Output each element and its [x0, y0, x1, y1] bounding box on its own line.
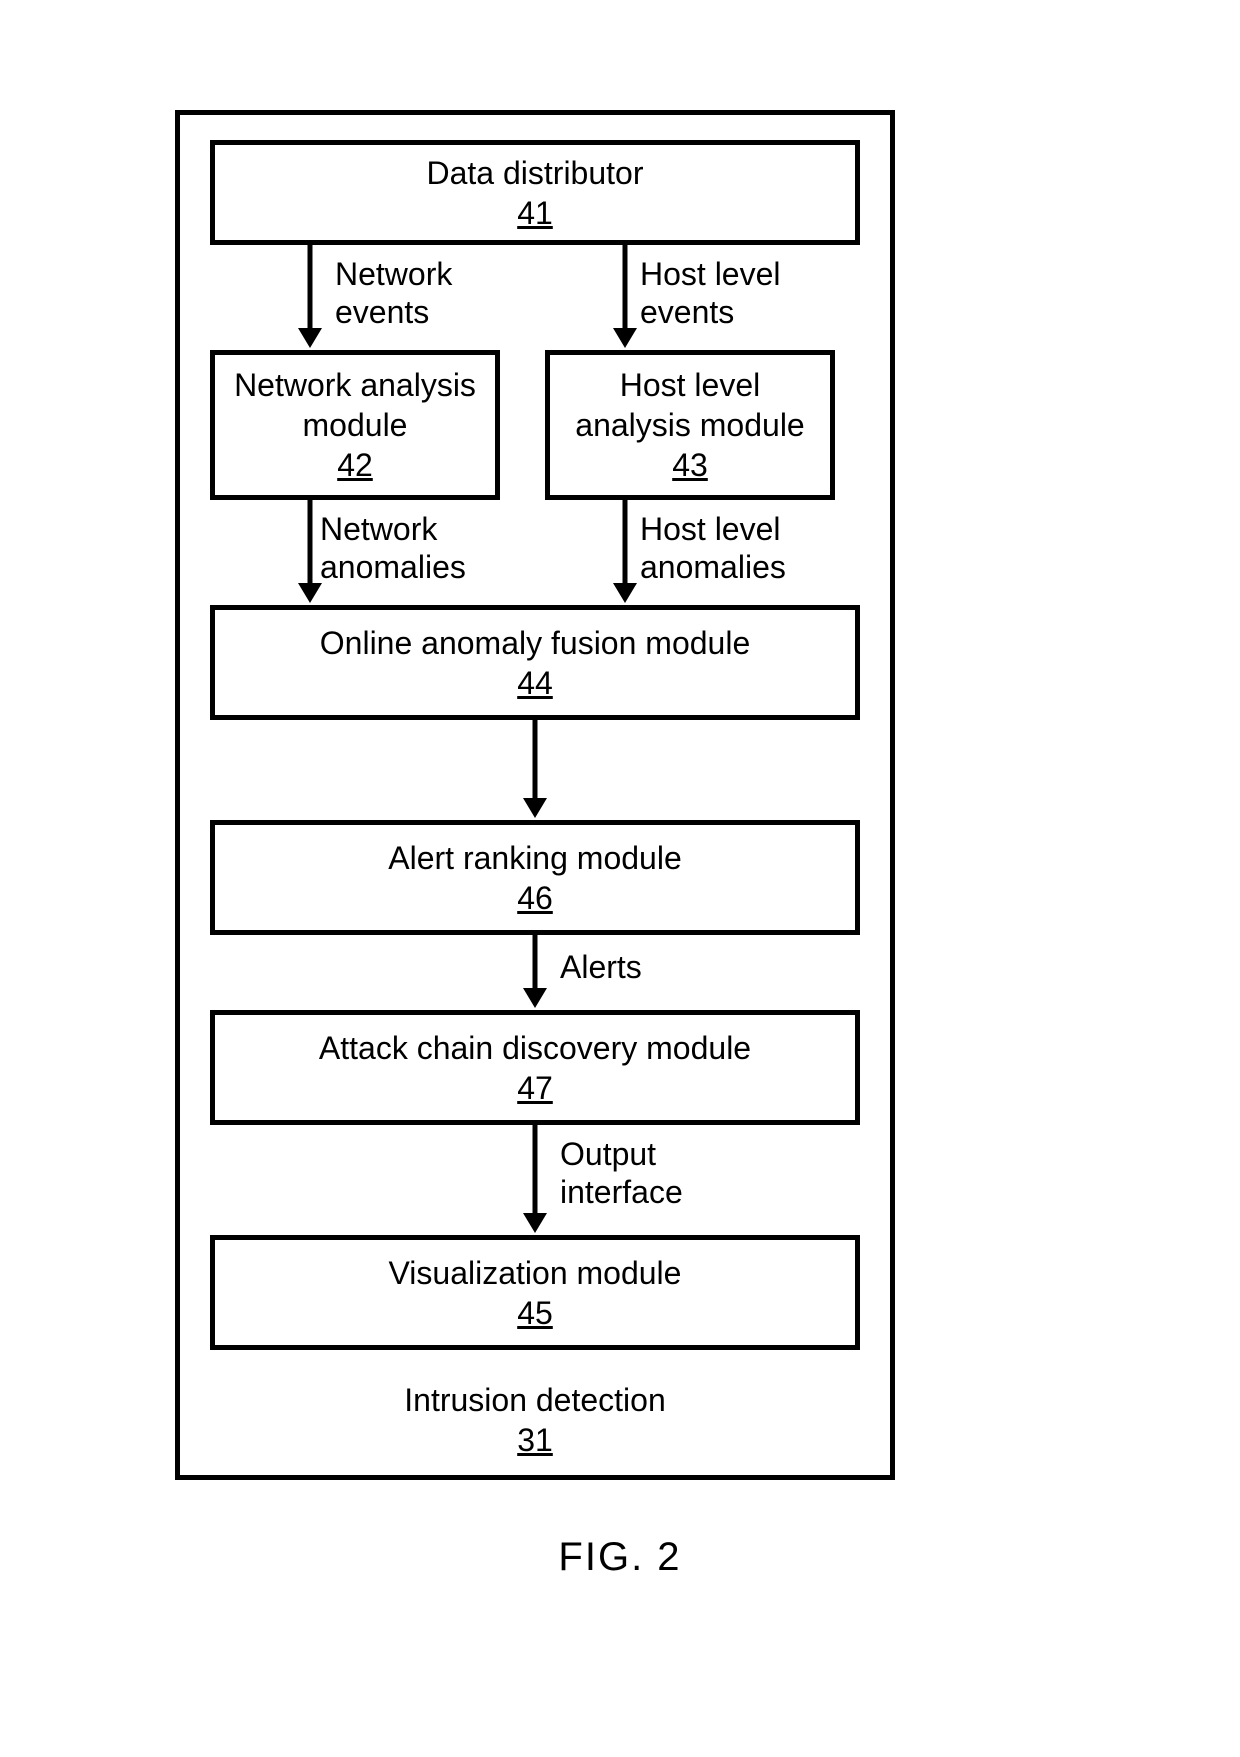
box-attack-chain-number: 47 — [517, 1068, 553, 1108]
edge-label-alerts: Alerts — [560, 948, 642, 986]
edge-label-line: anomalies — [640, 548, 786, 586]
system-label-text: Intrusion detection — [175, 1380, 895, 1420]
box-data-distributor-number: 41 — [517, 193, 553, 233]
box-fusion: Online anomaly fusion module 44 — [210, 605, 860, 720]
box-attack-chain-title: Attack chain discovery module — [319, 1028, 751, 1068]
box-network-analysis-title: Network analysismodule — [234, 365, 476, 445]
edge-label-line: anomalies — [320, 548, 466, 586]
box-fusion-number: 44 — [517, 663, 553, 703]
box-host-analysis-number: 43 — [672, 445, 708, 485]
box-network-analysis-number: 42 — [337, 445, 373, 485]
box-fusion-title: Online anomaly fusion module — [320, 623, 750, 663]
box-host-analysis-title: Host levelanalysis module — [575, 365, 804, 445]
box-visualization: Visualization module 45 — [210, 1235, 860, 1350]
edge-label-line: Network — [320, 510, 466, 548]
edge-label-line: Alerts — [560, 948, 642, 986]
edge-label-line: Host level — [640, 255, 781, 293]
edge-label-line: events — [335, 293, 452, 331]
box-visualization-title: Visualization module — [389, 1253, 682, 1293]
box-host-analysis: Host levelanalysis module 43 — [545, 350, 835, 500]
edge-label-host-events: Host level events — [640, 255, 781, 332]
box-network-analysis: Network analysismodule 42 — [210, 350, 500, 500]
edge-label-line: events — [640, 293, 781, 331]
system-label: Intrusion detection 31 — [175, 1380, 895, 1460]
edge-label-host-anomalies: Host level anomalies — [640, 510, 786, 587]
box-alert-ranking: Alert ranking module 46 — [210, 820, 860, 935]
edge-label-line: interface — [560, 1173, 683, 1211]
box-alert-ranking-number: 46 — [517, 878, 553, 918]
edge-label-line: Output — [560, 1135, 683, 1173]
box-attack-chain: Attack chain discovery module 47 — [210, 1010, 860, 1125]
box-alert-ranking-title: Alert ranking module — [388, 838, 681, 878]
box-data-distributor-title: Data distributor — [427, 153, 644, 193]
edge-label-line: Host level — [640, 510, 786, 548]
edge-label-network-events: Network events — [335, 255, 452, 332]
edge-label-output-interface: Output interface — [560, 1135, 683, 1212]
edge-label-line: Network — [335, 255, 452, 293]
edge-label-network-anomalies: Network anomalies — [320, 510, 466, 587]
box-visualization-number: 45 — [517, 1293, 553, 1333]
box-data-distributor: Data distributor 41 — [210, 140, 860, 245]
figure-caption: FIG. 2 — [0, 1535, 1240, 1580]
system-label-number: 31 — [175, 1420, 895, 1460]
